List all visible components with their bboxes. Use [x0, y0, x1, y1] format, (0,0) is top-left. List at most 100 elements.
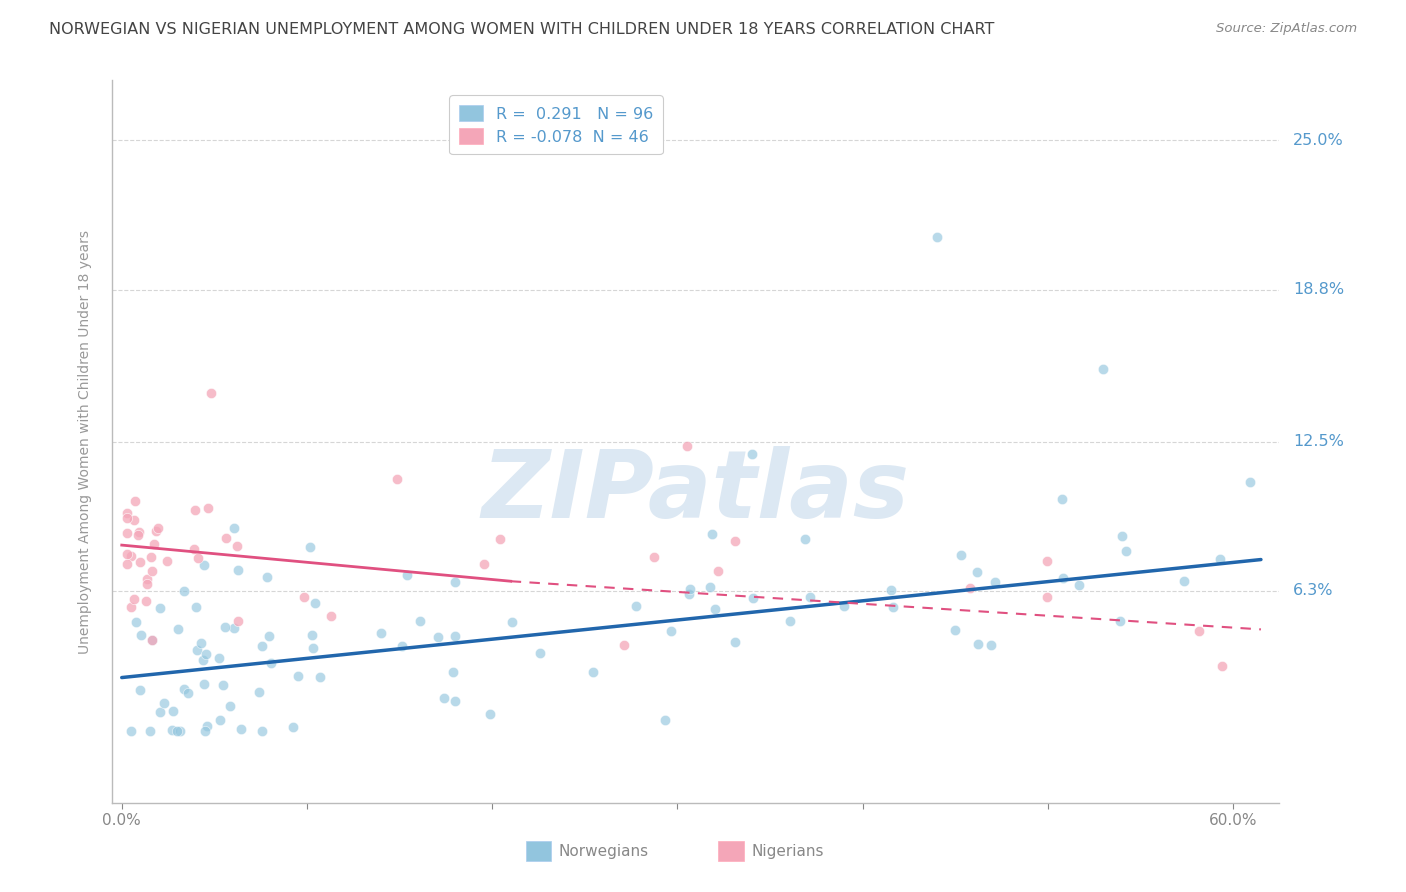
- Point: [195, 719, 218, 733]
- Point: [301, 628, 323, 642]
- Point: [945, 623, 967, 637]
- Point: [741, 447, 763, 461]
- Point: [799, 590, 821, 604]
- Point: [219, 699, 242, 714]
- Point: [120, 600, 142, 615]
- Point: [211, 678, 233, 692]
- Point: [643, 549, 665, 564]
- Point: [129, 683, 152, 698]
- Point: [832, 599, 855, 613]
- Text: 12.5%: 12.5%: [1294, 434, 1344, 449]
- Point: [706, 564, 728, 578]
- Point: [624, 599, 647, 614]
- Point: [292, 590, 315, 604]
- Point: [304, 596, 326, 610]
- Point: [226, 614, 249, 628]
- Point: [135, 594, 157, 608]
- Point: [880, 583, 903, 598]
- Text: Norwegians: Norwegians: [558, 844, 648, 859]
- Point: [186, 642, 208, 657]
- Text: Source: ZipAtlas.com: Source: ZipAtlas.com: [1216, 22, 1357, 36]
- Point: [1188, 624, 1211, 638]
- Point: [319, 608, 342, 623]
- Point: [301, 641, 323, 656]
- Point: [980, 638, 1002, 652]
- Point: [129, 628, 152, 642]
- Text: Nigerians: Nigerians: [752, 844, 824, 859]
- Point: [145, 524, 167, 538]
- Point: [127, 528, 149, 542]
- Point: [149, 600, 172, 615]
- Point: [125, 615, 148, 630]
- Point: [700, 527, 723, 541]
- Point: [794, 532, 817, 546]
- Point: [183, 541, 205, 556]
- Point: [396, 567, 419, 582]
- Point: [678, 587, 700, 601]
- Point: [1052, 571, 1074, 585]
- Point: [925, 230, 948, 244]
- Point: [1092, 362, 1115, 376]
- Point: [1067, 578, 1090, 592]
- Point: [529, 646, 551, 660]
- Point: [1239, 475, 1261, 489]
- Point: [281, 720, 304, 734]
- Point: [141, 564, 163, 578]
- Point: [228, 563, 250, 577]
- Point: [166, 723, 188, 738]
- Point: [177, 686, 200, 700]
- Point: [122, 592, 145, 607]
- Point: [187, 550, 209, 565]
- Point: [195, 647, 218, 661]
- Text: 25.0%: 25.0%: [1294, 133, 1344, 148]
- Point: [1173, 574, 1195, 588]
- Point: [1211, 658, 1233, 673]
- Point: [117, 526, 139, 541]
- Point: [120, 723, 142, 738]
- Point: [229, 723, 252, 737]
- Point: [385, 472, 408, 486]
- Point: [128, 524, 150, 539]
- Point: [208, 650, 231, 665]
- Point: [501, 615, 523, 629]
- Point: [173, 583, 195, 598]
- Point: [724, 533, 747, 548]
- Point: [224, 621, 246, 635]
- Text: 18.8%: 18.8%: [1294, 282, 1344, 297]
- Point: [117, 547, 139, 561]
- Point: [128, 555, 150, 569]
- Point: [256, 570, 278, 584]
- Point: [676, 439, 699, 453]
- Point: [141, 633, 163, 648]
- Point: [169, 723, 191, 738]
- Point: [149, 706, 172, 720]
- Point: [433, 690, 456, 705]
- Point: [444, 694, 467, 708]
- Text: ZIPatlas: ZIPatlas: [482, 446, 910, 538]
- Point: [139, 723, 162, 738]
- Point: [478, 706, 501, 721]
- Point: [1115, 544, 1137, 558]
- Point: [225, 539, 247, 553]
- Point: [214, 620, 236, 634]
- Point: [1111, 529, 1133, 543]
- Point: [444, 629, 467, 643]
- Point: [779, 614, 801, 628]
- Point: [1109, 614, 1132, 628]
- Point: [193, 558, 215, 573]
- Point: [117, 511, 139, 525]
- Point: [193, 653, 215, 667]
- Point: [208, 713, 231, 727]
- Point: [613, 638, 636, 652]
- Point: [704, 601, 727, 615]
- Point: [984, 575, 1007, 590]
- FancyBboxPatch shape: [718, 841, 744, 862]
- Point: [1036, 554, 1059, 568]
- Point: [472, 558, 495, 572]
- Point: [699, 580, 721, 594]
- Point: [141, 633, 163, 648]
- Point: [370, 626, 392, 640]
- Point: [967, 637, 990, 651]
- Point: [950, 548, 973, 562]
- Point: [190, 636, 212, 650]
